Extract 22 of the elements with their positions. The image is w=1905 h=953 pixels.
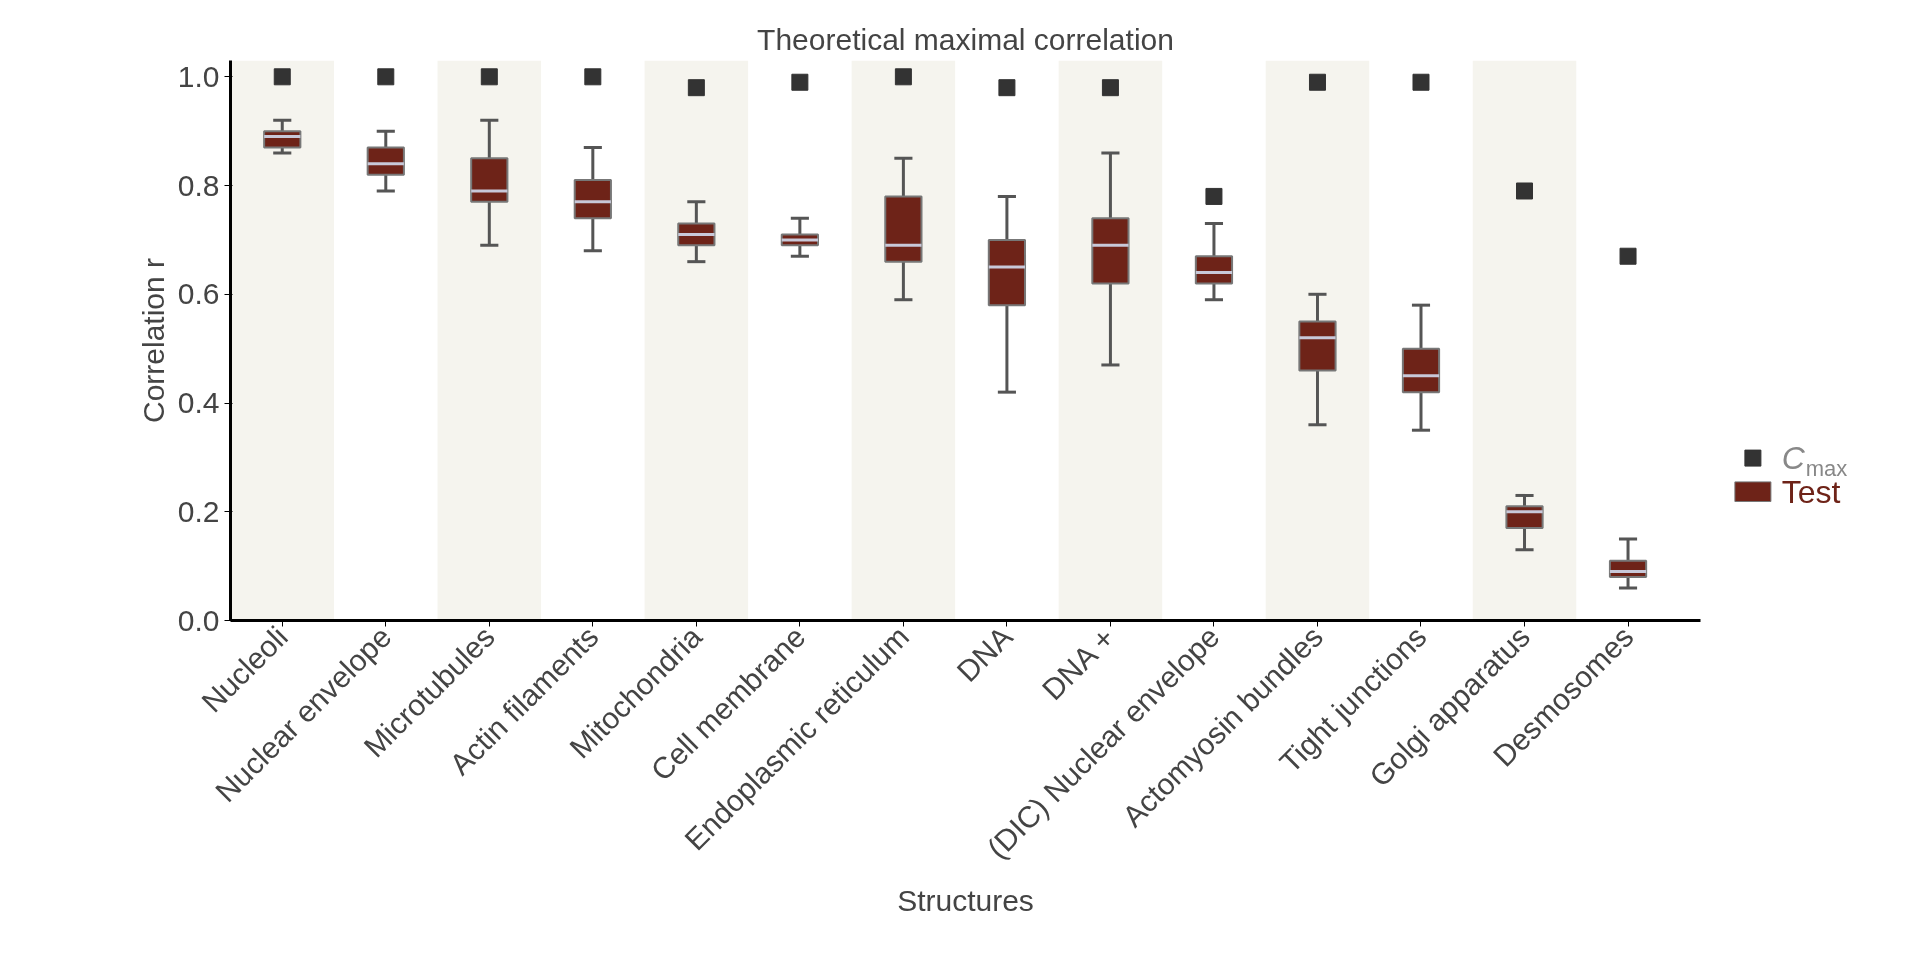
- y-axis-title: Correlation r: [136, 257, 170, 424]
- point: [998, 79, 1016, 97]
- point: [894, 68, 912, 86]
- point: [687, 79, 705, 97]
- y-tick-label: 0.8: [177, 168, 220, 202]
- y-tick-label: 0.4: [177, 386, 220, 420]
- point: [791, 73, 809, 91]
- y-tick-label: 0.2: [177, 494, 220, 528]
- point: [1101, 79, 1119, 97]
- point: [1619, 247, 1637, 265]
- point: [273, 68, 291, 86]
- y-tick-label: 1.0: [177, 59, 220, 93]
- x-axis-title: Structures: [897, 884, 1034, 918]
- point: [1412, 73, 1430, 91]
- y-tick-label: 0.6: [177, 277, 220, 311]
- point: [377, 68, 395, 86]
- chart-title: Theoretical maximal correlation: [757, 22, 1174, 56]
- point: [480, 68, 498, 86]
- point: [1308, 73, 1326, 91]
- point: [584, 68, 602, 86]
- point: [1516, 182, 1534, 200]
- point: [1205, 187, 1223, 205]
